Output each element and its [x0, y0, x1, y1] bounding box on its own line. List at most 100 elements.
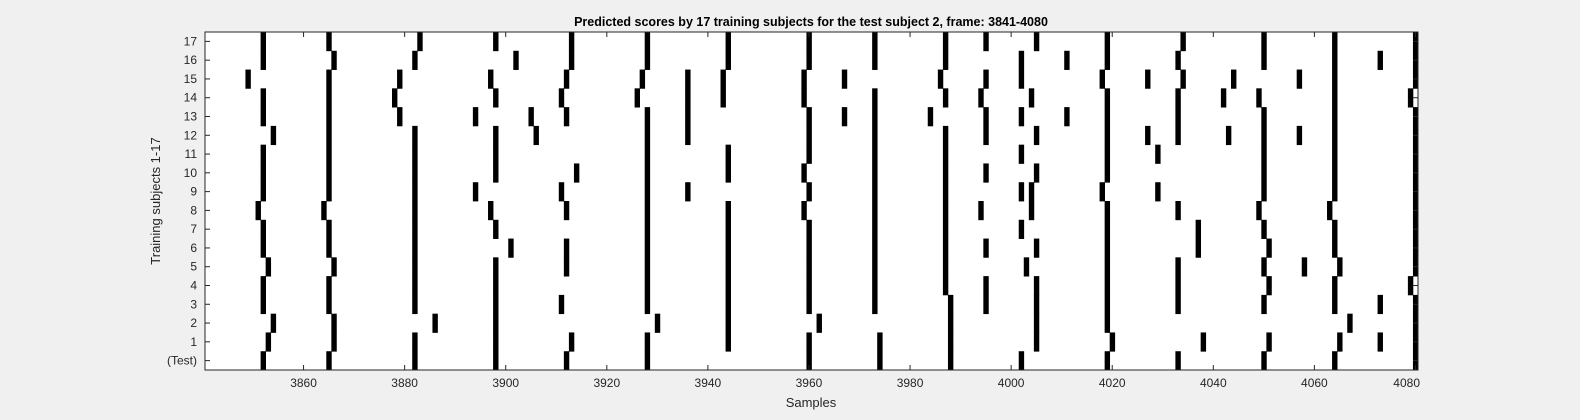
sample-mark: [513, 50, 519, 70]
sample-mark: [260, 32, 266, 52]
sample-mark: [942, 88, 949, 108]
sample-mark: [1104, 32, 1111, 52]
sample-mark: [1332, 219, 1338, 239]
sample-mark: [412, 50, 418, 70]
sample-mark: [942, 50, 949, 70]
sample-mark: [1407, 88, 1414, 108]
sample-mark: [942, 238, 949, 258]
sample-mark: [326, 182, 332, 202]
sample-mark: [1261, 294, 1267, 315]
sample-mark: [260, 50, 266, 70]
sample-mark: [260, 238, 266, 258]
sample-mark: [806, 125, 812, 146]
x-tick-label: 4000: [998, 376, 1025, 390]
sample-mark: [644, 294, 651, 315]
sample-mark: [1104, 144, 1111, 164]
sample-mark: [255, 201, 261, 221]
sample-mark: [1175, 201, 1181, 221]
sample-mark: [417, 32, 423, 52]
sample-mark: [1261, 144, 1267, 164]
sample-mark: [1266, 238, 1272, 258]
sample-mark: [1033, 294, 1040, 315]
sample-mark: [493, 144, 499, 164]
sample-mark: [1018, 219, 1025, 239]
sample-mark: [1104, 50, 1111, 70]
sample-mark: [1018, 351, 1025, 371]
sample-mark: [872, 163, 878, 183]
sample-mark: [942, 219, 949, 239]
sample-mark: [947, 332, 954, 352]
sample-mark: [801, 163, 807, 183]
sample-mark: [1332, 107, 1338, 127]
sample-mark: [1104, 107, 1111, 127]
sample-mark: [725, 276, 731, 296]
sample-mark: [558, 294, 565, 315]
sample-mark: [872, 107, 878, 127]
sample-mark: [1145, 69, 1151, 89]
sample-mark: [1104, 163, 1111, 183]
sample-mark: [326, 144, 332, 164]
sample-mark: [1033, 238, 1040, 258]
sample-mark: [942, 201, 949, 221]
sample-mark: [983, 163, 989, 183]
y-tick-label: 12: [184, 128, 198, 142]
sample-mark: [412, 294, 418, 315]
sample-mark: [488, 201, 494, 221]
sample-mark: [1261, 163, 1267, 183]
sample-mark: [1155, 144, 1161, 164]
sample-mark: [1261, 32, 1267, 52]
sample-mark: [725, 32, 731, 52]
sample-mark: [841, 107, 848, 127]
sample-mark: [326, 238, 332, 258]
sample-mark: [983, 69, 989, 89]
sample-mark: [937, 69, 944, 89]
x-tick-label: 4040: [1200, 376, 1227, 390]
sample-mark: [1256, 201, 1262, 221]
sample-mark: [397, 69, 403, 89]
sample-mark: [644, 201, 651, 221]
sample-mark: [983, 107, 989, 127]
sample-mark: [816, 313, 822, 333]
sample-mark: [720, 88, 726, 108]
sample-mark: [877, 351, 883, 371]
sample-mark: [1155, 182, 1161, 202]
sample-mark: [265, 332, 272, 352]
sample-mark: [644, 32, 651, 52]
sample-mark: [1033, 276, 1040, 296]
sample-mark: [725, 50, 731, 70]
y-tick-label: 8: [190, 203, 197, 217]
sample-mark: [685, 125, 691, 146]
y-tick-label: 2: [190, 316, 197, 330]
sample-mark: [942, 32, 949, 52]
sample-mark: [872, 50, 878, 70]
sample-mark: [270, 313, 277, 333]
y-tick-label: 14: [184, 91, 198, 105]
sample-mark: [260, 276, 266, 296]
sample-mark: [412, 332, 418, 352]
sample-mark: [644, 125, 651, 146]
sample-mark: [260, 219, 266, 239]
sample-mark: [1104, 201, 1111, 221]
sample-mark: [634, 88, 640, 108]
sample-mark: [493, 32, 499, 52]
sample-mark: [260, 294, 266, 315]
sample-mark: [1175, 50, 1181, 70]
sample-mark: [685, 107, 691, 127]
sample-mark: [1104, 276, 1111, 296]
sample-mark: [806, 219, 812, 239]
sample-mark: [412, 201, 418, 221]
y-tick-label: 3: [190, 297, 197, 311]
sample-mark: [1377, 50, 1383, 70]
sample-mark: [1332, 238, 1338, 258]
x-tick-label: 3900: [492, 376, 519, 390]
sample-mark: [644, 238, 651, 258]
sample-mark: [558, 182, 565, 202]
sample-mark: [1175, 88, 1181, 108]
sample-mark: [1332, 32, 1338, 52]
sample-mark: [326, 88, 332, 108]
sample-mark: [1195, 238, 1202, 258]
sample-mark: [1175, 276, 1181, 296]
sample-mark: [245, 69, 251, 89]
sample-mark: [947, 294, 954, 315]
sample-mark: [801, 69, 807, 89]
